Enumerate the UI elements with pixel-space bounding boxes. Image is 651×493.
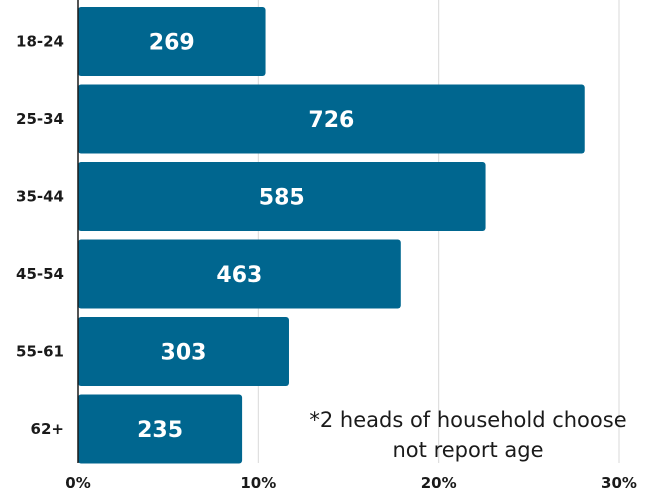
bar-value-label-35-44: 585 bbox=[259, 186, 305, 211]
category-label-18-24: 18-24 bbox=[16, 33, 64, 51]
bar-45-54 bbox=[78, 239, 401, 309]
category-label-45-54: 45-54 bbox=[16, 265, 64, 283]
footnote-line-1: *2 heads of household choose bbox=[309, 408, 627, 432]
bar-value-label-25-34: 726 bbox=[308, 108, 354, 133]
category-label-55-61: 55-61 bbox=[16, 343, 64, 361]
bar-value-label-55-61: 303 bbox=[161, 341, 207, 366]
bar-55-61 bbox=[78, 317, 289, 386]
bar-25-34 bbox=[78, 84, 585, 154]
category-label-62+: 62+ bbox=[31, 420, 64, 438]
bar-value-label-62+: 235 bbox=[137, 418, 183, 443]
x-tick-label-0: 0% bbox=[65, 474, 90, 492]
x-tick-label-30: 30% bbox=[601, 474, 637, 492]
category-label-35-44: 35-44 bbox=[16, 188, 64, 206]
bar-18-24 bbox=[78, 7, 266, 76]
bar-value-label-18-24: 269 bbox=[149, 31, 195, 56]
x-tick-label-20: 20% bbox=[421, 474, 457, 492]
category-label-25-34: 25-34 bbox=[16, 110, 64, 128]
footnote-line-2: not report age bbox=[392, 438, 544, 462]
bar-value-label-45-54: 463 bbox=[216, 263, 262, 288]
x-tick-label-10: 10% bbox=[240, 474, 276, 492]
bar-35-44 bbox=[78, 162, 486, 231]
bar-62+ bbox=[78, 394, 243, 464]
